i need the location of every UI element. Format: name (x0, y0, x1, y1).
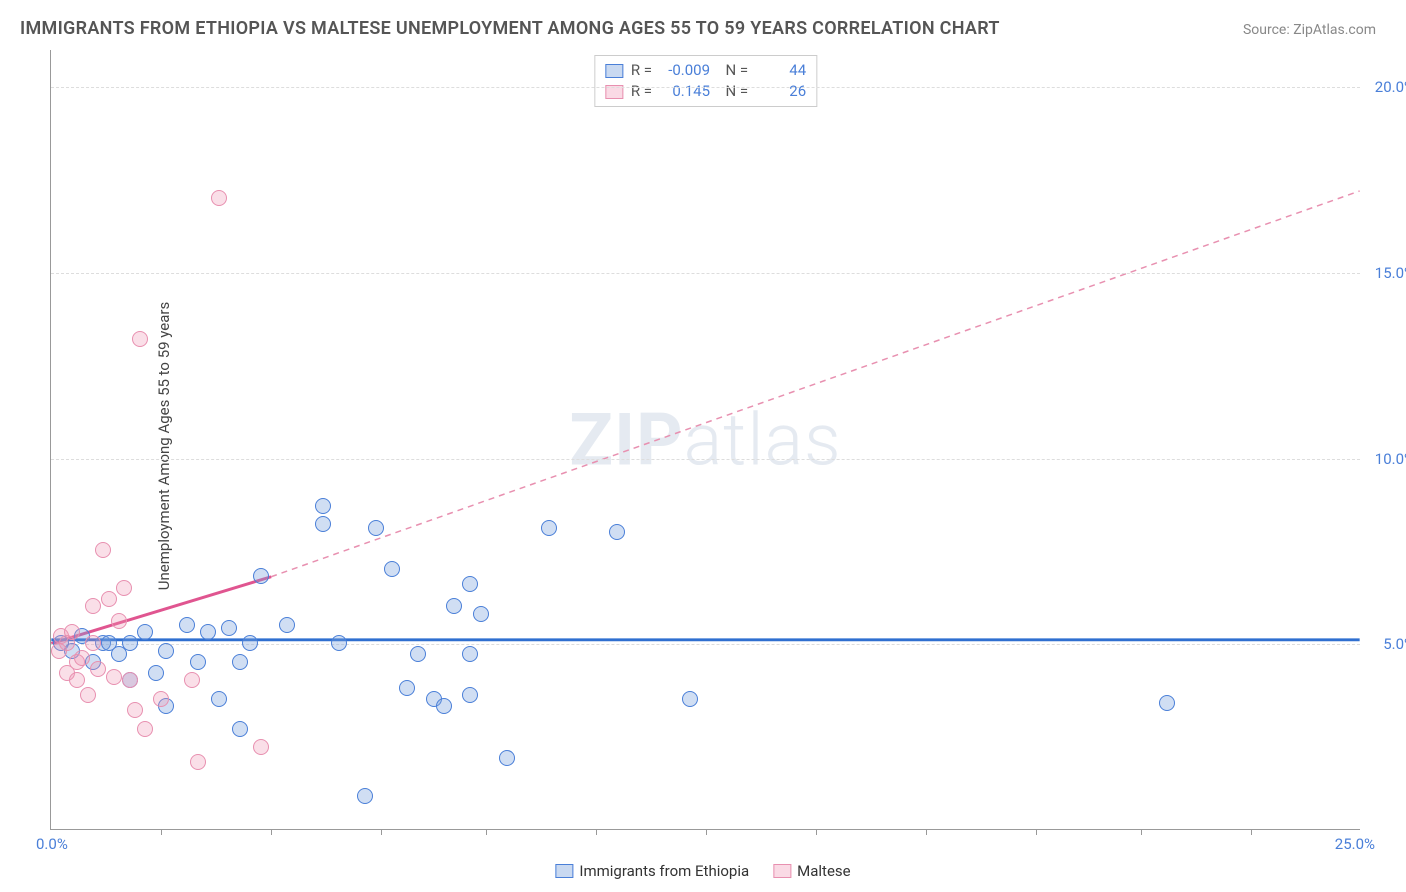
data-point (357, 788, 373, 804)
r-label: R = (631, 81, 652, 102)
data-point (74, 650, 90, 666)
series-legend: Immigrants from Ethiopia Maltese (555, 862, 850, 880)
data-point (85, 598, 101, 614)
legend-row-blue: R = -0.009 N = 44 (605, 60, 806, 81)
data-point (368, 520, 384, 536)
y-axis-tick-label: 5.0% (1383, 635, 1406, 653)
data-point (384, 561, 400, 577)
data-point (315, 498, 331, 514)
data-point (158, 643, 174, 659)
data-point (200, 624, 216, 640)
trend-lines-svg (51, 50, 1360, 829)
data-point (211, 190, 227, 206)
data-point (106, 669, 122, 685)
data-point (221, 620, 237, 636)
data-point (184, 672, 200, 688)
data-point (279, 617, 295, 633)
x-axis-min-label: 0.0% (36, 835, 68, 853)
r-value-pink: 0.145 (660, 81, 710, 102)
chart-container: IMMIGRANTS FROM ETHIOPIA VS MALTESE UNEM… (0, 0, 1406, 892)
gridline-h (51, 273, 1360, 274)
data-point (462, 646, 478, 662)
swatch-blue (555, 864, 573, 878)
n-label: N = (718, 60, 748, 81)
legend-label-ethiopia: Immigrants from Ethiopia (579, 862, 749, 880)
correlation-legend: R = -0.009 N = 44 R = 0.145 N = 26 (594, 55, 817, 107)
data-point (399, 680, 415, 696)
data-point (436, 698, 452, 714)
x-axis-tick (706, 829, 707, 835)
legend-item-ethiopia: Immigrants from Ethiopia (555, 862, 749, 880)
data-point (253, 568, 269, 584)
data-point (132, 331, 148, 347)
data-point (190, 754, 206, 770)
data-point (179, 617, 195, 633)
n-value-pink: 26 (756, 81, 806, 102)
data-point (462, 576, 478, 592)
swatch-pink (773, 864, 791, 878)
legend-label-maltese: Maltese (797, 862, 850, 880)
data-point (473, 606, 489, 622)
x-axis-tick (1036, 829, 1037, 835)
data-point (232, 654, 248, 670)
data-point (137, 721, 153, 737)
watermark: ZIPatlas (569, 397, 841, 482)
legend-item-maltese: Maltese (773, 862, 850, 880)
data-point (153, 691, 169, 707)
x-axis-tick (1141, 829, 1142, 835)
x-axis-tick (271, 829, 272, 835)
data-point (331, 635, 347, 651)
data-point (111, 613, 127, 629)
x-axis-tick (161, 829, 162, 835)
n-label: N = (718, 81, 748, 102)
r-value-blue: -0.009 (660, 60, 710, 81)
data-point (253, 739, 269, 755)
n-value-blue: 44 (756, 60, 806, 81)
y-axis-tick-label: 15.0% (1375, 264, 1406, 282)
data-point (1159, 695, 1175, 711)
gridline-h (51, 459, 1360, 460)
data-point (315, 516, 331, 532)
data-point (127, 702, 143, 718)
data-point (410, 646, 426, 662)
data-point (80, 687, 96, 703)
swatch-blue (605, 64, 623, 78)
data-point (64, 624, 80, 640)
x-axis-tick (816, 829, 817, 835)
r-label: R = (631, 60, 652, 81)
data-point (211, 691, 227, 707)
source-label: Source: ZipAtlas.com (1243, 22, 1376, 38)
legend-row-pink: R = 0.145 N = 26 (605, 81, 806, 102)
chart-title: IMMIGRANTS FROM ETHIOPIA VS MALTESE UNEM… (20, 18, 1000, 39)
gridline-h (51, 87, 1360, 88)
data-point (122, 635, 138, 651)
data-point (122, 672, 138, 688)
data-point (541, 520, 557, 536)
data-point (242, 635, 258, 651)
data-point (95, 542, 111, 558)
x-axis-tick (486, 829, 487, 835)
x-axis-tick (381, 829, 382, 835)
data-point (609, 524, 625, 540)
x-axis-tick (596, 829, 597, 835)
data-point (90, 661, 106, 677)
data-point (499, 750, 515, 766)
data-point (462, 687, 478, 703)
data-point (137, 624, 153, 640)
plot-area: ZIPatlas R = -0.009 N = 44 R = 0.145 N =… (50, 50, 1360, 830)
data-point (446, 598, 462, 614)
y-axis-tick-label: 10.0% (1375, 450, 1406, 468)
x-axis-tick (926, 829, 927, 835)
data-point (682, 691, 698, 707)
data-point (85, 635, 101, 651)
data-point (232, 721, 248, 737)
data-point (116, 580, 132, 596)
data-point (69, 672, 85, 688)
data-point (148, 665, 164, 681)
data-point (101, 591, 117, 607)
x-axis-max-label: 25.0% (1335, 835, 1375, 853)
y-axis-tick-label: 20.0% (1375, 78, 1406, 96)
x-axis-tick (1251, 829, 1252, 835)
data-point (190, 654, 206, 670)
